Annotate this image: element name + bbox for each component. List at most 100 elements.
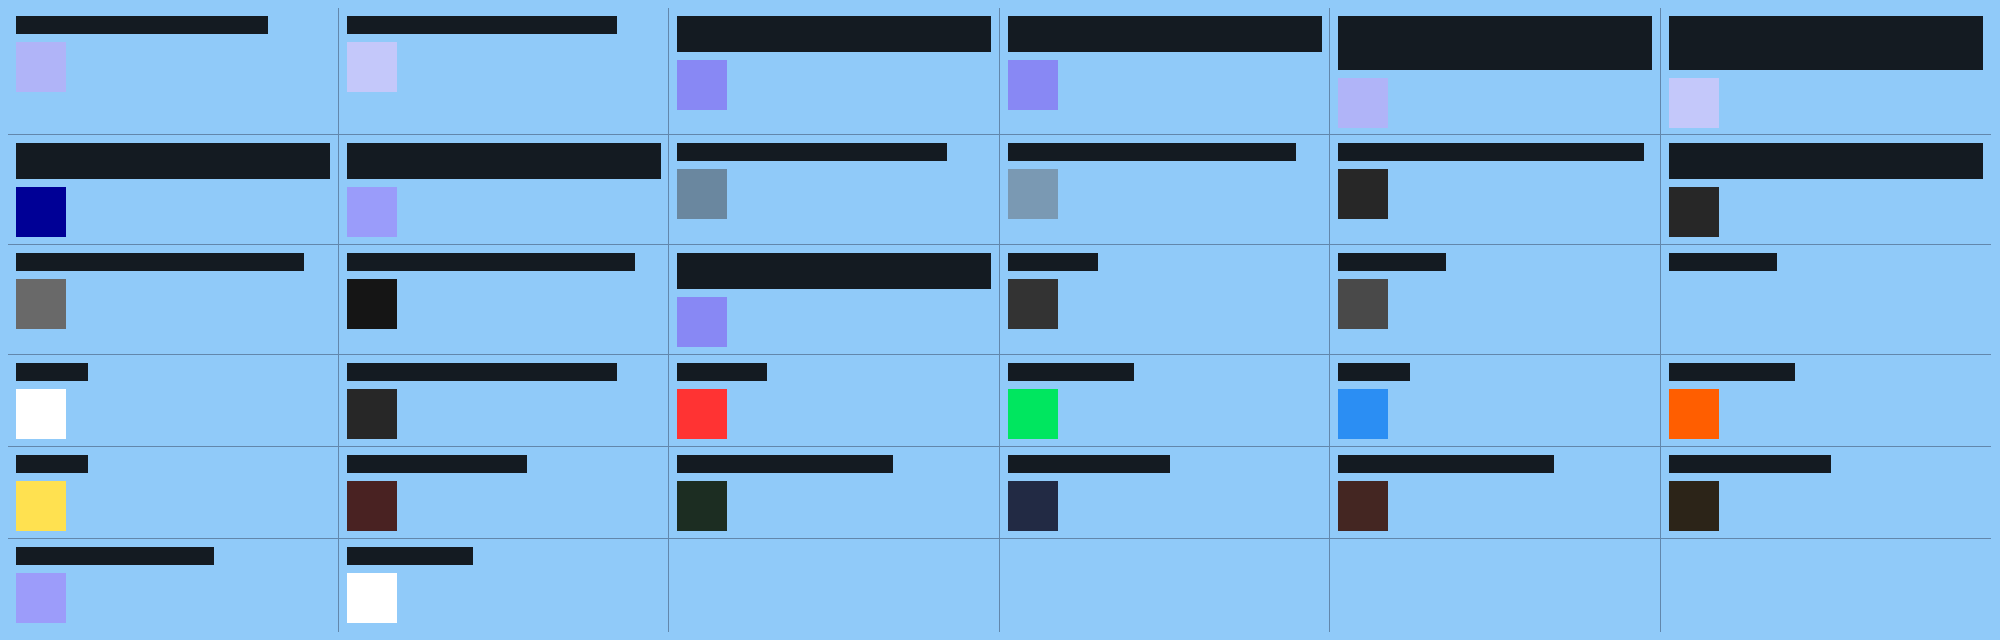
swatch-cell — [1330, 8, 1661, 135]
swatch-cell — [8, 355, 339, 447]
swatch-label — [346, 547, 473, 565]
color-swatch — [1338, 389, 1388, 439]
empty-cell — [1330, 539, 1661, 632]
swatch-cell — [8, 539, 339, 632]
swatch-cell — [669, 245, 1000, 355]
swatch-label — [677, 455, 893, 473]
swatch-cell — [1660, 355, 1991, 447]
swatch-label — [1007, 16, 1322, 52]
swatch-cell — [1660, 8, 1991, 135]
swatch-label — [16, 455, 88, 473]
color-swatch — [677, 297, 727, 347]
color-swatch — [16, 389, 66, 439]
color-swatch — [16, 573, 66, 623]
swatch-label — [1338, 455, 1554, 473]
color-swatch — [1668, 187, 1719, 237]
swatch-cell — [338, 135, 669, 245]
swatch-cell — [1330, 447, 1661, 539]
swatch-label — [1338, 253, 1446, 271]
swatch-label — [1007, 143, 1296, 161]
color-swatch — [16, 42, 66, 92]
empty-cell — [669, 539, 1000, 632]
swatch-cell — [339, 539, 669, 632]
color-swatch — [1668, 389, 1719, 439]
color-swatch-grid — [8, 8, 1992, 632]
swatch-cell — [999, 447, 1330, 539]
swatch-label — [16, 253, 304, 271]
color-swatch — [16, 481, 66, 531]
swatch-label — [1007, 455, 1170, 473]
swatch-label — [1338, 16, 1652, 70]
color-swatch — [1338, 78, 1388, 128]
swatch-cell — [1660, 447, 1991, 539]
color-swatch — [1668, 78, 1719, 128]
swatch-cell — [999, 355, 1330, 447]
color-swatch — [1007, 60, 1058, 110]
color-swatch — [16, 279, 66, 329]
swatch-cell — [8, 447, 339, 539]
color-swatch — [677, 60, 727, 110]
swatch-label — [1007, 363, 1134, 381]
swatch-label — [1338, 143, 1644, 161]
swatch-label — [346, 253, 635, 271]
swatch-cell — [669, 447, 1000, 539]
swatch-label — [677, 363, 767, 381]
empty-cell — [1661, 539, 1992, 632]
swatch-label — [1668, 363, 1795, 381]
color-swatch — [1007, 169, 1058, 219]
swatch-cell — [338, 447, 669, 539]
swatch-label — [1668, 16, 1983, 70]
swatch-cell — [999, 245, 1330, 355]
swatch-label — [346, 143, 661, 179]
swatch-cell — [669, 135, 1000, 245]
swatch-cell — [1660, 245, 1991, 355]
color-swatch — [1007, 279, 1058, 329]
color-swatch — [346, 42, 397, 92]
swatch-cell — [669, 355, 1000, 447]
color-swatch — [677, 169, 727, 219]
swatch-cell — [338, 245, 669, 355]
color-swatch — [346, 279, 397, 329]
swatch-label — [677, 143, 947, 161]
swatch-label — [677, 253, 991, 289]
swatch-cell — [1330, 135, 1661, 245]
color-swatch — [677, 389, 727, 439]
swatch-label — [16, 547, 214, 565]
swatch-label — [16, 143, 330, 179]
swatch-cell — [338, 355, 669, 447]
swatch-cell — [1330, 245, 1661, 355]
swatch-label — [16, 16, 268, 34]
color-swatch — [1007, 481, 1058, 531]
swatch-label — [1668, 143, 1983, 179]
swatch-cell — [8, 245, 339, 355]
swatch-label — [1007, 253, 1098, 271]
swatch-label — [1668, 253, 1777, 271]
color-swatch — [677, 481, 727, 531]
swatch-cell — [338, 8, 669, 135]
swatch-cell — [999, 8, 1330, 135]
swatch-label — [346, 363, 617, 381]
color-swatch — [1338, 169, 1388, 219]
color-swatch — [346, 389, 397, 439]
color-swatch — [16, 187, 66, 237]
swatch-cell — [669, 8, 1000, 135]
swatch-cell — [999, 135, 1330, 245]
swatch-label — [1668, 455, 1831, 473]
color-swatch — [346, 573, 397, 623]
color-swatch — [1338, 279, 1388, 329]
swatch-cell — [8, 8, 339, 135]
color-swatch — [346, 481, 397, 531]
swatch-label — [346, 455, 527, 473]
swatch-label — [346, 16, 617, 34]
color-swatch — [1007, 389, 1058, 439]
color-swatch — [346, 187, 397, 237]
swatch-cell — [1330, 355, 1661, 447]
empty-cell — [1000, 539, 1330, 632]
swatch-label — [1338, 363, 1410, 381]
swatch-label — [677, 16, 991, 52]
swatch-cell — [1660, 135, 1991, 245]
swatch-label — [16, 363, 88, 381]
color-swatch — [1338, 481, 1388, 531]
color-swatch — [1668, 481, 1719, 531]
swatch-cell — [8, 135, 339, 245]
